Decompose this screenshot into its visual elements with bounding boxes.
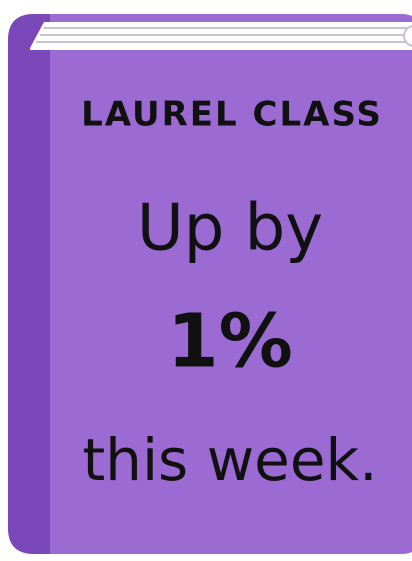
text-line: this week. xyxy=(82,426,377,494)
class-title: LAUREL CLASS xyxy=(81,95,383,135)
book-graphic: LAUREL CLASS Up by 1% this week. xyxy=(0,0,412,561)
text-line: Up by xyxy=(137,192,323,266)
book-spine xyxy=(8,14,50,554)
percentage: 1% xyxy=(167,299,293,385)
page: {"title": "LAUREL CLASS", "lines": ["Up … xyxy=(0,0,412,561)
